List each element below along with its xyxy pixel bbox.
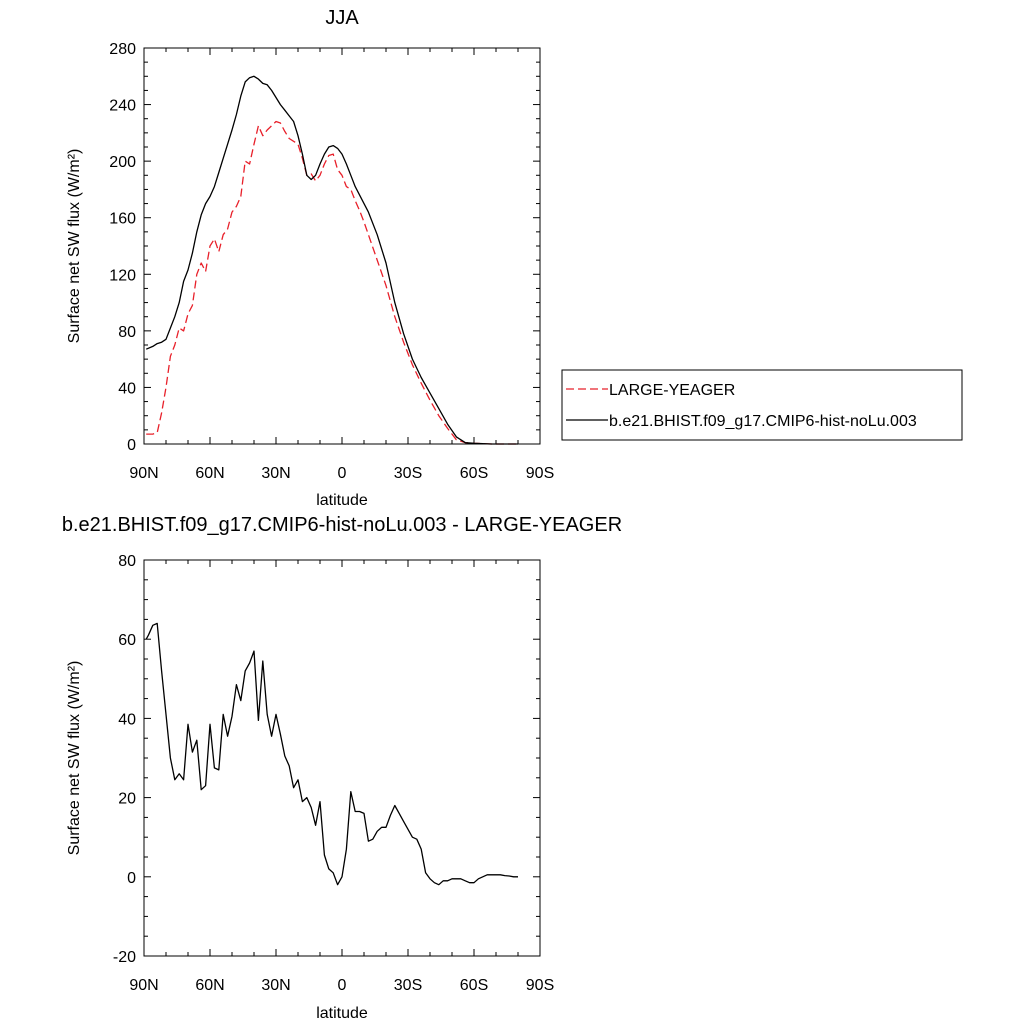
top-chart-title: JJA xyxy=(325,7,359,29)
bottom-xtick-label: 0 xyxy=(338,977,347,994)
top-chart-tick-labels: 0 40 80 120 160 200 240 280 90N 60N 30N 0 30S 60S 90S xyxy=(109,41,554,482)
bottom-chart-panel: b.e21.BHIST.f09_g17.CMIP6-hist-noLu.003 … xyxy=(62,514,622,1022)
legend-label-large-yeager: LARGE-YEAGER xyxy=(609,382,735,399)
top-ytick-label: 280 xyxy=(109,41,136,58)
bottom-xtick-label: 60S xyxy=(460,977,488,994)
top-ytick-label: 0 xyxy=(127,437,136,454)
bottom-ytick-label: 80 xyxy=(118,553,136,570)
top-ytick-label: 40 xyxy=(118,380,136,397)
top-chart-ylabel: Surface net SW flux (W/m²) xyxy=(66,149,83,344)
top-ytick-label: 160 xyxy=(109,211,136,228)
top-chart-series xyxy=(145,75,518,445)
top-xtick-label: 30S xyxy=(394,465,422,482)
bottom-ytick-label: 0 xyxy=(127,870,136,887)
top-series-line-cmip6-hist-nolu xyxy=(145,75,518,445)
bottom-chart-frame xyxy=(143,559,541,957)
bottom-series-line-difference xyxy=(145,622,518,886)
bottom-chart-series xyxy=(145,622,518,886)
top-xtick-label: 0 xyxy=(338,465,347,482)
top-ytick-label: 240 xyxy=(109,98,136,115)
bottom-ytick-label: -20 xyxy=(113,949,136,966)
top-series-line-large-yeager xyxy=(146,120,518,445)
bottom-chart-title: b.e21.BHIST.f09_g17.CMIP6-hist-noLu.003 … xyxy=(62,514,622,536)
top-chart-legend: LARGE-YEAGER b.e21.BHIST.f09_g17.CMIP6-h… xyxy=(561,369,963,441)
bottom-ytick-label: 60 xyxy=(118,632,136,649)
top-xtick-label: 90S xyxy=(526,465,554,482)
top-chart-frame xyxy=(143,47,541,445)
bottom-chart-ticks xyxy=(143,559,541,957)
bottom-xtick-label: 90N xyxy=(129,977,158,994)
top-xtick-label: 60S xyxy=(460,465,488,482)
top-ytick-label: 120 xyxy=(109,267,136,284)
bottom-xtick-label: 30S xyxy=(394,977,422,994)
bottom-xtick-label: 90S xyxy=(526,977,554,994)
bottom-ytick-label: 20 xyxy=(118,791,136,808)
bottom-xtick-label: 30N xyxy=(261,977,290,994)
top-chart-xlabel: latitude xyxy=(316,492,368,509)
top-xtick-label: 60N xyxy=(195,465,224,482)
bottom-chart-ylabel: Surface net SW flux (W/m²) xyxy=(66,661,83,856)
bottom-xtick-label: 60N xyxy=(195,977,224,994)
bottom-ytick-label: 40 xyxy=(118,711,136,728)
top-chart-panel: JJA Surface net SW flux (W/m²) latitude … xyxy=(66,7,554,509)
top-ytick-label: 80 xyxy=(118,324,136,341)
top-xtick-label: 90N xyxy=(129,465,158,482)
top-chart-ticks xyxy=(143,47,541,445)
bottom-chart-xlabel: latitude xyxy=(316,1005,368,1022)
legend-box xyxy=(561,369,963,441)
top-ytick-label: 200 xyxy=(109,154,136,171)
top-xtick-label: 30N xyxy=(261,465,290,482)
bottom-chart-tick-labels: -20 0 20 40 60 80 90N 60N 30N 0 30S 60S 90S xyxy=(113,553,554,994)
legend-label-cmip6-hist-nolu: b.e21.BHIST.f09_g17.CMIP6-hist-noLu.003 xyxy=(609,413,917,430)
